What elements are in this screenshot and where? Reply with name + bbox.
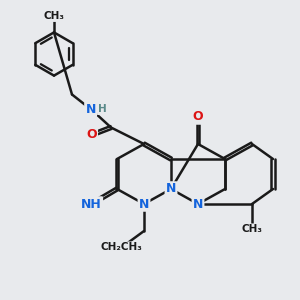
Text: O: O xyxy=(193,110,203,124)
Text: N: N xyxy=(193,197,203,211)
Text: CH₂CH₃: CH₂CH₃ xyxy=(100,242,142,253)
Text: N: N xyxy=(85,103,96,116)
Text: CH₃: CH₃ xyxy=(242,224,262,235)
Text: N: N xyxy=(166,182,176,196)
Text: N: N xyxy=(139,197,149,211)
Text: O: O xyxy=(86,128,97,142)
Text: CH₃: CH₃ xyxy=(44,11,64,21)
Text: H: H xyxy=(98,104,106,115)
Text: NH: NH xyxy=(81,197,102,211)
